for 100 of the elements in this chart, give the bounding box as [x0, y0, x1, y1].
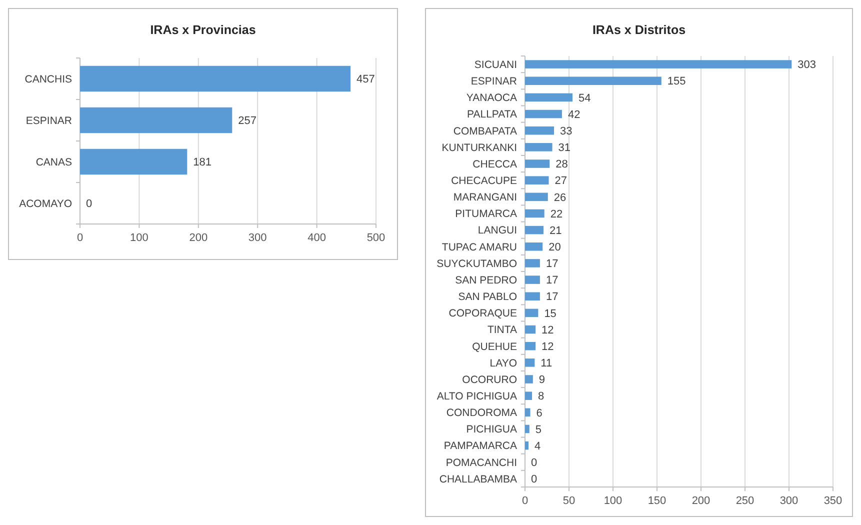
data-label: 33 — [560, 125, 572, 138]
chart-title: IRAs x Provincias — [150, 23, 256, 37]
data-label: 42 — [568, 108, 580, 121]
data-label: 26 — [554, 192, 566, 204]
y-tick-label: QUEHUE — [472, 340, 517, 353]
y-tick-label: MARANGANI — [453, 192, 517, 204]
y-tick-label: PALLPATA — [467, 108, 517, 121]
x-tick-label: 400 — [308, 232, 326, 244]
data-label: 0 — [531, 456, 538, 469]
x-tick-label: 0 — [76, 232, 84, 244]
x-tick-label: 200 — [189, 232, 208, 244]
y-tick-label: SICUANI — [474, 58, 517, 71]
y-tick-label: COPORAQUE — [448, 308, 517, 320]
data-label: 8 — [538, 390, 544, 403]
data-label: 22 — [550, 208, 563, 220]
bar — [525, 392, 532, 400]
y-tick-label: PICHIGUA — [466, 424, 517, 436]
y-tick-label: ESPINAR — [470, 76, 518, 88]
data-label: 54 — [578, 92, 591, 104]
y-tick-label: POMACANCHI — [446, 456, 517, 469]
x-tick-label: 50 — [562, 495, 576, 507]
bar — [525, 408, 530, 417]
data-label: 17 — [546, 258, 558, 270]
data-label: 303 — [798, 59, 816, 72]
y-tick-label: SAN PEDRO — [455, 274, 517, 286]
y-tick-label: SAN PABLO — [458, 291, 517, 304]
y-tick-label: LANGUI — [478, 224, 517, 237]
y-tick-label: CHECACUPE — [451, 175, 517, 187]
y-tick-label: TINTA — [487, 324, 517, 336]
y-tick-label: PITUMARCA — [455, 208, 517, 220]
y-tick-label: LAYO — [490, 357, 517, 370]
y-tick-label: ALTO PICHIGUA — [436, 390, 517, 402]
bar — [525, 76, 662, 86]
y-tick-label: CHALLABAMBA — [439, 473, 517, 486]
x-tick-label: 350 — [824, 495, 842, 507]
y-tick-label: COMBAPATA — [453, 125, 517, 138]
data-label: 6 — [536, 407, 542, 420]
data-label: 15 — [544, 308, 556, 320]
bar — [80, 66, 351, 92]
bar — [525, 292, 540, 301]
y-tick-label: CANAS — [36, 156, 72, 168]
x-tick-label: 300 — [780, 495, 798, 507]
x-tick-label: 200 — [692, 495, 710, 507]
x-tick-label: 500 — [366, 232, 386, 244]
x-tick-label: 0 — [522, 495, 528, 507]
data-label: 28 — [556, 158, 568, 171]
bar — [525, 176, 549, 184]
bar — [525, 110, 562, 118]
bar — [525, 259, 540, 268]
bar — [80, 148, 188, 175]
y-tick-label: SUYCKUTAMBO — [436, 258, 517, 270]
y-tick-label: ESPINAR — [26, 114, 72, 127]
bar — [525, 308, 538, 318]
data-label: 457 — [356, 74, 375, 86]
data-label: 17 — [546, 291, 558, 304]
data-label: 12 — [542, 324, 554, 336]
y-tick-label: TUPAC AMARU — [442, 241, 517, 254]
y-tick-label: OCORURO — [462, 374, 517, 386]
bar — [525, 325, 536, 334]
bar — [525, 358, 535, 367]
y-tick-label: KUNTURKANKI — [442, 142, 517, 154]
data-label: 5 — [535, 424, 542, 436]
bar — [525, 143, 552, 152]
data-label: 20 — [548, 241, 561, 254]
data-label: 27 — [554, 175, 568, 188]
bar — [525, 60, 792, 68]
bar — [525, 226, 544, 234]
data-label: 4 — [534, 440, 541, 452]
y-tick-label: CHECCA — [472, 158, 517, 170]
y-tick-label: PAMPAMARCA — [444, 440, 517, 452]
bar — [525, 424, 530, 434]
y-tick-label: CANCHIS — [24, 73, 72, 86]
y-tick-label: ACOMAYO — [19, 198, 72, 210]
data-label: 31 — [558, 142, 571, 154]
x-tick-label: 100 — [604, 495, 622, 507]
data-label: 155 — [667, 76, 686, 88]
data-label: 17 — [546, 274, 558, 287]
data-label: 21 — [549, 224, 562, 237]
bar — [525, 209, 544, 218]
bar — [525, 342, 536, 350]
bar — [525, 192, 548, 202]
data-label: 0 — [531, 474, 538, 486]
x-tick-label: 100 — [130, 232, 148, 244]
bar — [525, 126, 554, 135]
x-tick-label: 250 — [736, 495, 754, 507]
data-label: 181 — [193, 156, 212, 169]
bar — [80, 107, 232, 134]
data-label: 0 — [86, 198, 92, 210]
y-tick-label: YANAOCA — [466, 92, 517, 104]
bar — [525, 160, 550, 168]
chart-title: IRAs x Distritos — [592, 23, 686, 37]
bar — [525, 441, 529, 450]
bar — [525, 375, 533, 384]
y-tick-label: CONDOROMA — [446, 407, 517, 420]
data-label: 11 — [540, 358, 552, 370]
data-label: 9 — [538, 374, 546, 386]
x-tick-label: 300 — [248, 232, 267, 244]
data-label: 12 — [542, 340, 554, 353]
bar — [525, 93, 573, 102]
bar — [525, 242, 543, 251]
